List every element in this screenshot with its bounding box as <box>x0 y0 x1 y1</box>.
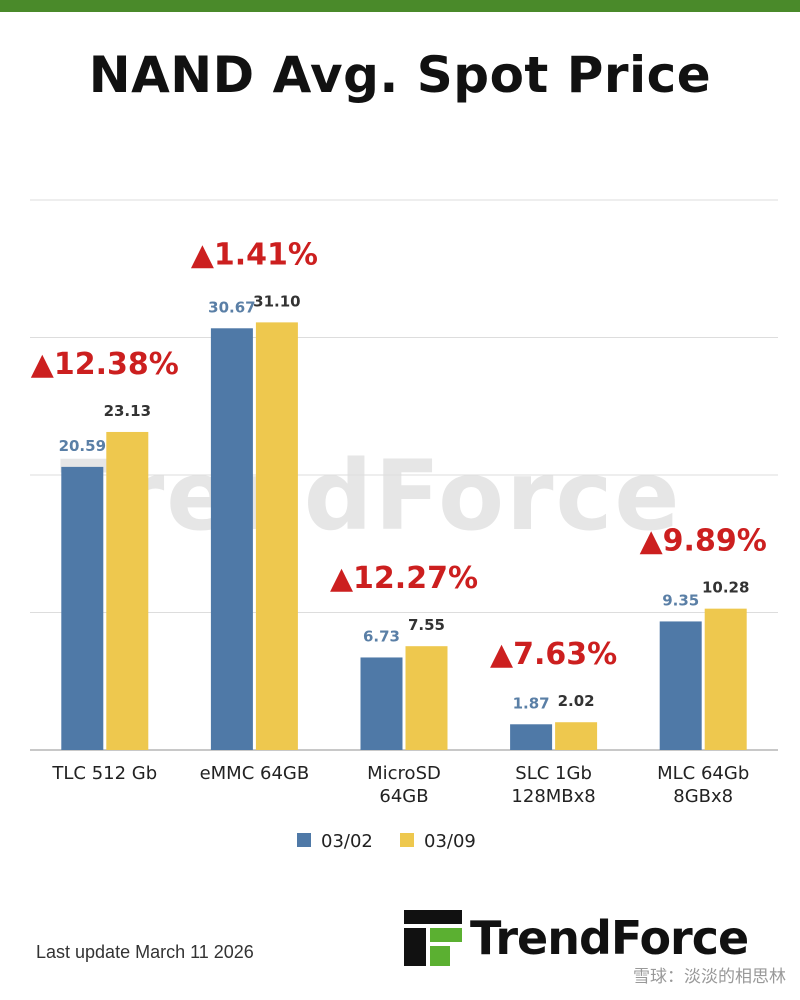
x-tick-label: SLC 1Gb <box>515 763 592 784</box>
top-accent-bar <box>0 0 800 12</box>
data-label: 23.13 <box>104 402 151 420</box>
data-label: 1.87 <box>513 694 550 712</box>
trendforce-logo-icon <box>404 910 462 966</box>
bar-03-02 <box>360 657 403 750</box>
legend-swatch <box>297 833 311 847</box>
data-label: 30.67 <box>208 298 255 316</box>
percent-change-label: ▲12.38% <box>31 347 179 382</box>
bar-03-09 <box>555 722 598 750</box>
data-label: 9.35 <box>662 591 699 609</box>
percent-change-label: ▲1.41% <box>191 237 318 272</box>
x-tick-label: 128MBx8 <box>511 786 595 807</box>
legend-label: 03/02 <box>321 831 373 852</box>
percent-change-label: ▲7.63% <box>490 637 617 672</box>
chart-title: NAND Avg. Spot Price <box>88 46 712 104</box>
bar-03-09 <box>405 646 448 750</box>
data-label: 6.73 <box>363 627 400 645</box>
bar-03-02 <box>61 466 104 750</box>
data-label: 7.55 <box>408 616 445 634</box>
bar-03-09 <box>106 431 149 750</box>
x-tick-label: eMMC 64GB <box>200 763 310 784</box>
bar-03-02 <box>659 621 702 750</box>
percent-change-label: ▲9.89% <box>640 524 767 559</box>
bar-03-02 <box>210 328 253 750</box>
data-label: 31.10 <box>253 292 300 310</box>
bar-03-02 <box>510 724 553 750</box>
percent-change-label: ▲12.27% <box>330 561 478 596</box>
x-tick-label: 8GBx8 <box>673 786 733 807</box>
x-tick-label: 64GB <box>379 786 428 807</box>
x-tick-label: MicroSD <box>367 763 441 784</box>
x-tick-label: TLC 512 Gb <box>51 763 157 784</box>
trendforce-logo-text: TrendForce <box>470 911 749 965</box>
bar-03-09 <box>255 322 298 750</box>
background-watermark: TrendForce <box>60 440 682 552</box>
x-tick-label: MLC 64Gb <box>657 763 749 784</box>
trendforce-logo: TrendForce <box>404 908 764 968</box>
data-label: 10.28 <box>702 579 749 597</box>
bar-03-09 <box>704 608 747 750</box>
data-label: 2.02 <box>558 692 595 710</box>
legend-label: 03/09 <box>424 831 476 852</box>
source-credit: 雪球：淡淡的相思林 <box>633 967 786 987</box>
last-update-note: Last update March 11 2026 <box>36 942 254 962</box>
legend-swatch <box>400 833 414 847</box>
data-label: 20.59 <box>59 437 106 455</box>
